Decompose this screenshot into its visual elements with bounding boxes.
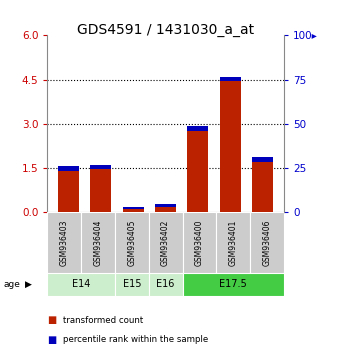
Bar [115, 273, 149, 296]
Text: ■: ■ [47, 335, 56, 345]
Bar [155, 204, 176, 206]
Text: GDS4591 / 1431030_a_at: GDS4591 / 1431030_a_at [77, 23, 254, 37]
Text: percentile rank within the sample: percentile rank within the sample [63, 335, 208, 344]
Text: age: age [3, 280, 20, 289]
Bar [91, 169, 112, 212]
Bar [115, 212, 149, 273]
Bar [149, 273, 183, 296]
Text: GSM936406: GSM936406 [263, 219, 271, 266]
Bar [81, 212, 115, 273]
Bar [252, 157, 273, 162]
Text: GSM936405: GSM936405 [127, 219, 136, 266]
Text: E15: E15 [123, 279, 141, 289]
Bar [47, 273, 115, 296]
Bar [188, 126, 209, 131]
Text: GSM936404: GSM936404 [94, 219, 102, 266]
Text: GSM936400: GSM936400 [195, 219, 204, 266]
Bar [216, 212, 250, 273]
Text: E17.5: E17.5 [219, 279, 247, 289]
Text: transformed count: transformed count [63, 316, 143, 325]
Bar [91, 165, 112, 169]
Text: ▶: ▶ [25, 280, 31, 289]
Bar [252, 162, 273, 212]
Bar [149, 212, 183, 273]
Text: ■: ■ [47, 315, 56, 325]
Text: E14: E14 [72, 279, 90, 289]
Bar [220, 80, 241, 212]
Bar [250, 212, 284, 273]
Text: GSM936403: GSM936403 [60, 219, 69, 266]
Text: E16: E16 [156, 279, 175, 289]
Text: GSM936402: GSM936402 [161, 219, 170, 266]
Bar [123, 210, 144, 212]
Bar [220, 77, 241, 80]
Bar [58, 171, 79, 212]
Bar [58, 166, 79, 171]
Bar [123, 206, 144, 210]
Bar [183, 212, 216, 273]
Bar [155, 206, 176, 212]
Bar [47, 212, 81, 273]
Bar [183, 273, 284, 296]
Bar [188, 131, 209, 212]
Text: GSM936401: GSM936401 [229, 219, 238, 266]
